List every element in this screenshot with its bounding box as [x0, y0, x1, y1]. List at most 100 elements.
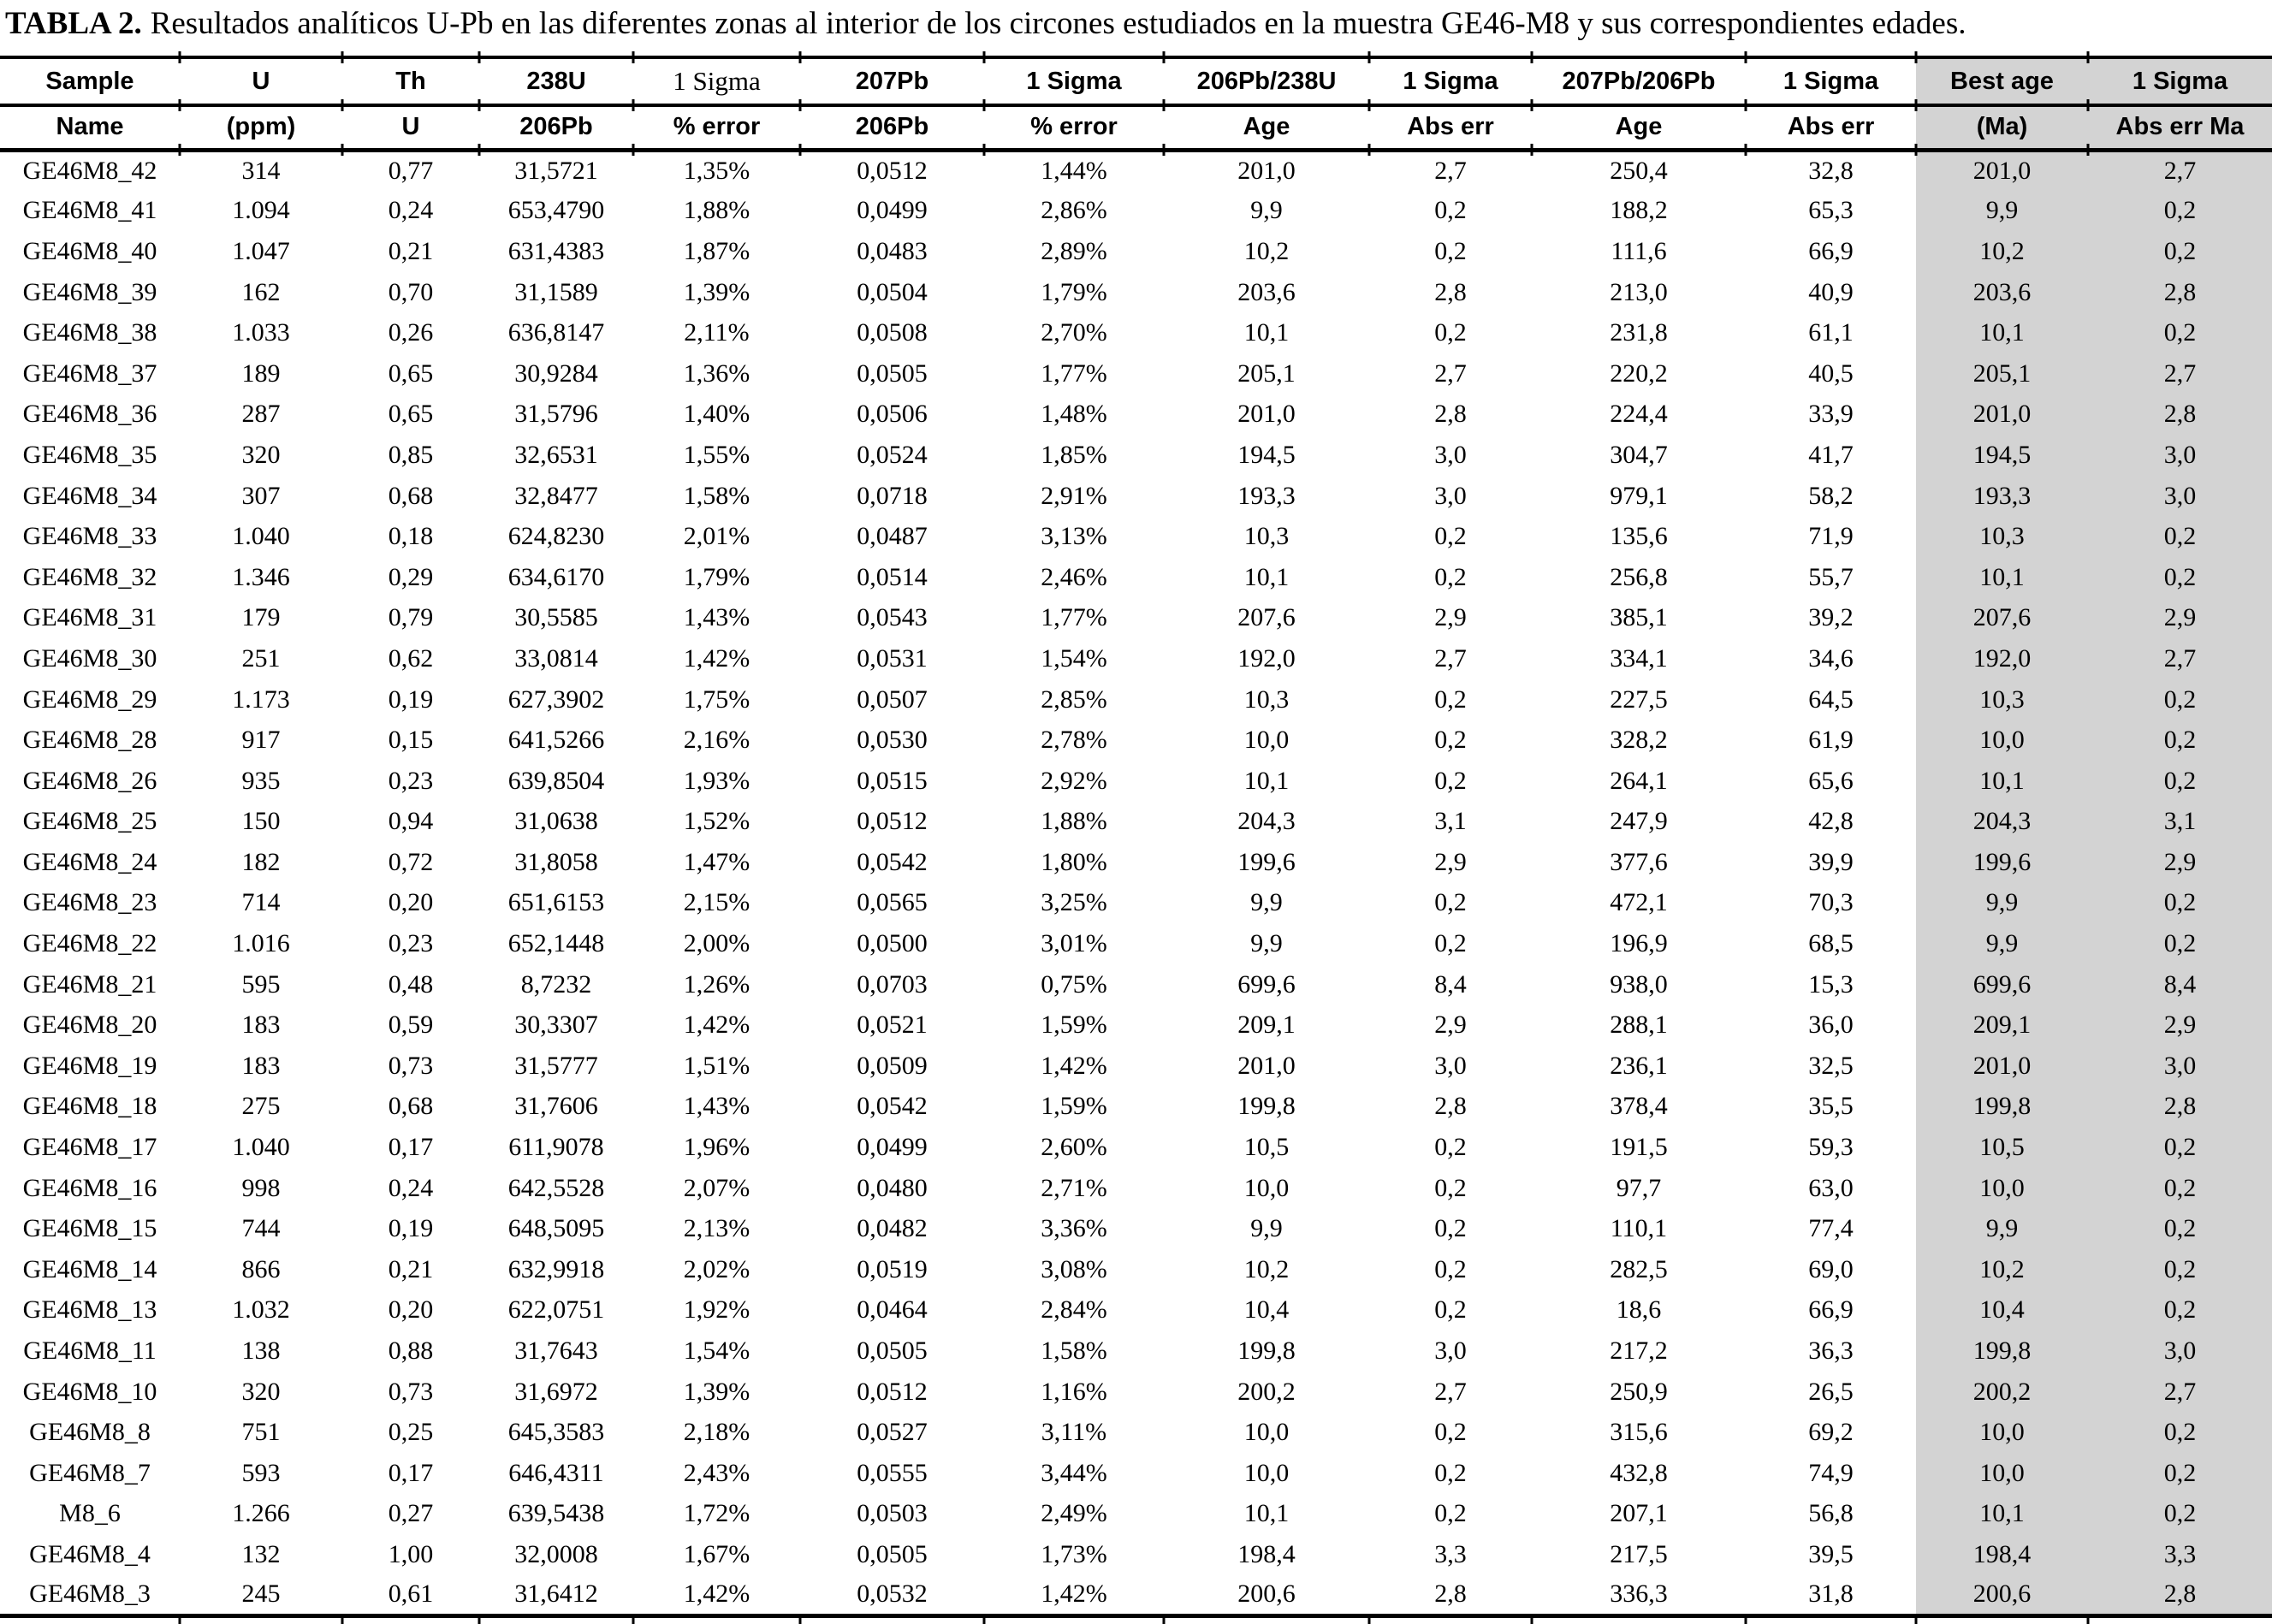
sigma-238u-206pb: 1,39%	[683, 1377, 750, 1406]
sigma-207pb-206pb: 1,16%	[1041, 1377, 1107, 1406]
age-206pb-238u: 10,5	[1243, 1133, 1290, 1162]
age-207pb-206pb: 220,2	[1610, 359, 1668, 388]
subheader-206pb: 206Pb	[479, 105, 633, 152]
age-206pb-238u: 10,4	[1243, 1295, 1290, 1325]
abserr-207pb-206pb: 71,9	[1808, 522, 1854, 551]
sigma-207pb-206pb: 2,71%	[1041, 1173, 1107, 1202]
sample-name: GE46M8_4	[29, 1539, 151, 1568]
abserr-206pb-238u: 2,9	[1434, 603, 1467, 632]
table-row: GE46M8_18 275 0,68 31,7606 1,43% 0,0542 1,59% 1…	[0, 1086, 2272, 1128]
age-207pb-206pb: 282,5	[1610, 1254, 1668, 1283]
age-207pb-206pb: 256,8	[1610, 562, 1668, 591]
sample-name: GE46M8_42	[22, 157, 157, 186]
table-row: GE46M8_35 320 0,85 32,6531 1,55% 0,0524 1,85% 1…	[0, 435, 2272, 476]
sigma-238u-206pb: 2,01%	[683, 522, 750, 551]
table-row: GE46M8_39 162 0,70 31,1589 1,39% 0,0504 1,79% 2…	[0, 271, 2272, 313]
sigma-207pb-206pb: 2,78%	[1041, 726, 1107, 755]
u-ppm: 1.094	[232, 196, 290, 225]
column-boundary-tick	[2086, 1614, 2090, 1624]
age-207pb-206pb: 315,6	[1610, 1418, 1668, 1447]
th-u: 0,68	[388, 481, 434, 510]
ratio-207pb-206pb: 0,0505	[857, 359, 928, 388]
age-207pb-206pb: 213,0	[1610, 277, 1668, 306]
ratio-238u-206pb: 32,0008	[514, 1539, 598, 1568]
u-ppm: 132	[241, 1539, 281, 1568]
best-age: 10,2	[1916, 1249, 2088, 1290]
ratio-238u-206pb: 30,5585	[514, 603, 598, 632]
th-u: 0,19	[388, 1214, 434, 1243]
abserr-207pb-206pb: 58,2	[1808, 481, 1854, 510]
subheader-abs-err-ma: Abs err Ma	[2088, 105, 2272, 152]
abserr-207pb-206pb: 39,9	[1808, 847, 1854, 876]
subheader-abs-err-1: Abs err	[1369, 105, 1532, 152]
ratio-238u-206pb: 31,8058	[514, 847, 598, 876]
sigma-238u-206pb: 1,93%	[683, 766, 750, 795]
header-207pb-206pb: 207Pb/206Pb	[1532, 57, 1746, 107]
header-u: U	[180, 57, 342, 107]
abserr-206pb-238u: 0,2	[1434, 1214, 1467, 1243]
th-u: 1,00	[388, 1539, 434, 1568]
column-boundary-tick	[178, 144, 181, 156]
age-207pb-206pb: 217,2	[1610, 1337, 1668, 1366]
sigma-238u-206pb: 1,67%	[683, 1539, 750, 1568]
abserr-206pb-238u: 0,2	[1434, 929, 1467, 958]
th-u: 0,18	[388, 522, 434, 551]
best-age-abserr: 3,3	[2088, 1534, 2272, 1575]
table-row: GE46M8_3 245 0,61 31,6412 1,42% 0,0532 1,42% 20…	[0, 1574, 2272, 1616]
th-u: 0,23	[388, 766, 434, 795]
best-age-abserr: 0,2	[2088, 516, 2272, 557]
table-row: GE46M8_30 251 0,62 33,0814 1,42% 0,0531 1,54% 1…	[0, 638, 2272, 679]
sigma-207pb-206pb: 2,86%	[1041, 196, 1107, 225]
column-boundary-tick	[982, 144, 986, 156]
ratio-207pb-206pb: 0,0521	[857, 1011, 928, 1040]
sigma-238u-206pb: 1,55%	[683, 440, 750, 469]
column-boundary-tick	[632, 99, 635, 111]
th-u: 0,62	[388, 643, 434, 673]
abserr-206pb-238u: 0,2	[1434, 1133, 1467, 1162]
best-age: 201,0	[1916, 394, 2088, 436]
column-boundary-tick	[478, 1614, 481, 1624]
sigma-207pb-206pb: 1,85%	[1041, 440, 1107, 469]
sample-name: GE46M8_37	[22, 359, 157, 388]
subheader-ppm: (ppm)	[180, 105, 342, 152]
u-ppm: 593	[241, 1458, 281, 1487]
ratio-238u-206pb: 31,5777	[514, 1051, 598, 1080]
best-age-abserr: 2,9	[2088, 1005, 2272, 1046]
u-ppm: 744	[241, 1214, 281, 1243]
sample-name: GE46M8_20	[22, 1011, 157, 1040]
age-206pb-238u: 10,2	[1243, 236, 1290, 265]
sigma-207pb-206pb: 2,91%	[1041, 481, 1107, 510]
sample-name: GE46M8_13	[22, 1295, 157, 1325]
best-age-abserr: 0,2	[2088, 679, 2272, 720]
sigma-238u-206pb: 2,00%	[683, 929, 750, 958]
ratio-238u-206pb: 30,3307	[514, 1011, 598, 1040]
u-ppm: 183	[241, 1011, 281, 1040]
abserr-206pb-238u: 0,2	[1434, 766, 1467, 795]
ratio-238u-206pb: 8,7232	[520, 969, 592, 999]
th-u: 0,68	[388, 1092, 434, 1121]
u-ppm: 189	[241, 359, 281, 388]
sample-name: GE46M8_39	[22, 277, 157, 306]
ratio-238u-206pb: 653,4790	[507, 196, 605, 225]
ratio-238u-206pb: 31,7643	[514, 1337, 598, 1366]
ratio-207pb-206pb: 0,0464	[857, 1295, 928, 1325]
abserr-207pb-206pb: 36,3	[1808, 1337, 1854, 1366]
abserr-207pb-206pb: 35,5	[1808, 1092, 1854, 1121]
age-206pb-238u: 699,6	[1237, 969, 1296, 999]
sample-name: GE46M8_3	[29, 1580, 151, 1609]
column-boundary-tick	[1744, 144, 1747, 156]
ratio-238u-206pb: 32,6531	[514, 440, 598, 469]
abserr-207pb-206pb: 56,8	[1808, 1499, 1854, 1528]
age-207pb-206pb: 288,1	[1610, 1011, 1668, 1040]
abserr-206pb-238u: 0,2	[1434, 1499, 1467, 1528]
table-row: GE46M8_23 714 0,20 651,6153 2,15% 0,0565 3,25%…	[0, 882, 2272, 924]
sigma-238u-206pb: 2,02%	[683, 1254, 750, 1283]
ratio-238u-206pb: 634,6170	[507, 562, 605, 591]
age-207pb-206pb: 432,8	[1610, 1458, 1668, 1487]
th-u: 0,70	[388, 277, 434, 306]
header-1sigma-238u: 1 Sigma	[633, 57, 800, 107]
th-u: 0,20	[388, 888, 434, 917]
ratio-238u-206pb: 642,5528	[507, 1173, 605, 1202]
sigma-238u-206pb: 1,51%	[683, 1051, 750, 1080]
u-ppm: 1.266	[232, 1499, 290, 1528]
